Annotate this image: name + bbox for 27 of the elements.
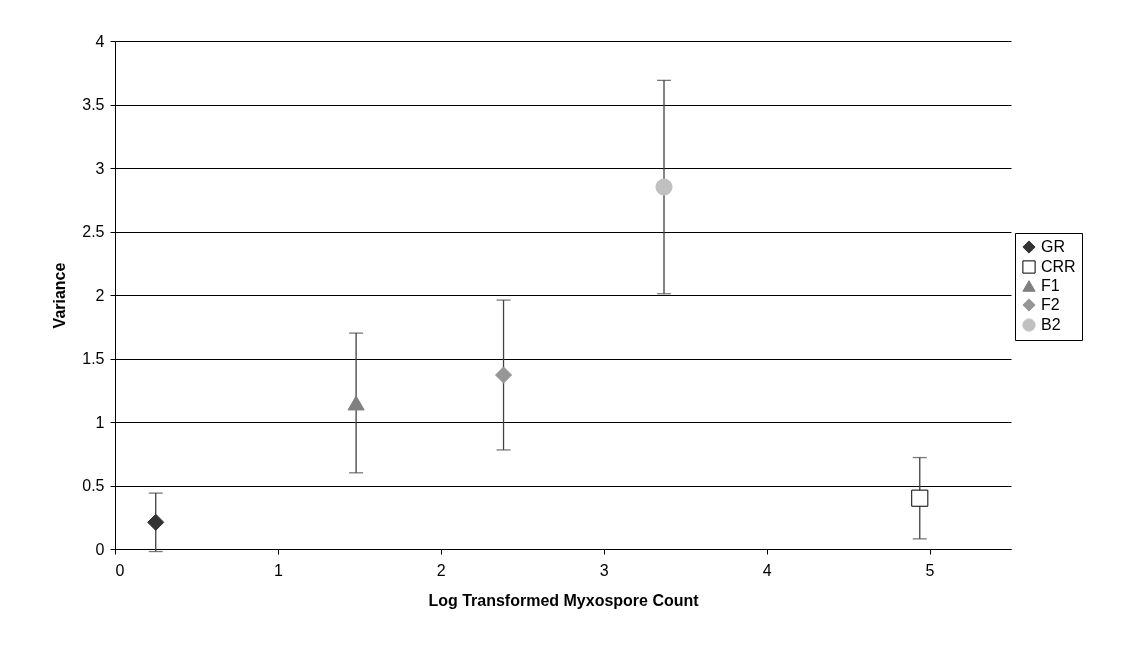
legend-label: GR <box>1041 238 1065 255</box>
legend-label: F2 <box>1041 296 1060 313</box>
x-tick-label: 3 <box>599 561 609 579</box>
legend-label: B2 <box>1041 316 1061 333</box>
y-tick-label: 3.5 <box>82 96 105 113</box>
y-tick-label: 1.5 <box>82 350 105 367</box>
y-tick-label: 2.5 <box>82 223 105 240</box>
y-tick-label: 3 <box>95 159 105 177</box>
point <box>147 513 165 531</box>
x-tick-label: 1 <box>273 561 283 579</box>
point <box>347 395 365 411</box>
legend-label: F1 <box>1041 277 1060 294</box>
y-tick-label: 1 <box>95 413 105 431</box>
x-axis-title: Log Transformed Myxospore Count <box>428 591 700 609</box>
y-axis-title: Variance <box>51 262 69 329</box>
y-tick-label: 2 <box>95 286 105 304</box>
legend-label: CRR <box>1041 258 1076 275</box>
x-tick-label: 5 <box>925 561 935 579</box>
point <box>494 366 513 384</box>
y-tick-label: 4 <box>95 32 105 50</box>
y-tick-label: 0 <box>95 540 105 558</box>
point <box>911 489 929 507</box>
y-tick-label: 0.5 <box>82 477 105 494</box>
x-tick-label: 2 <box>436 561 446 579</box>
point <box>655 178 673 196</box>
x-tick-label: 4 <box>762 561 772 579</box>
x-tick-label: 0 <box>115 561 125 579</box>
